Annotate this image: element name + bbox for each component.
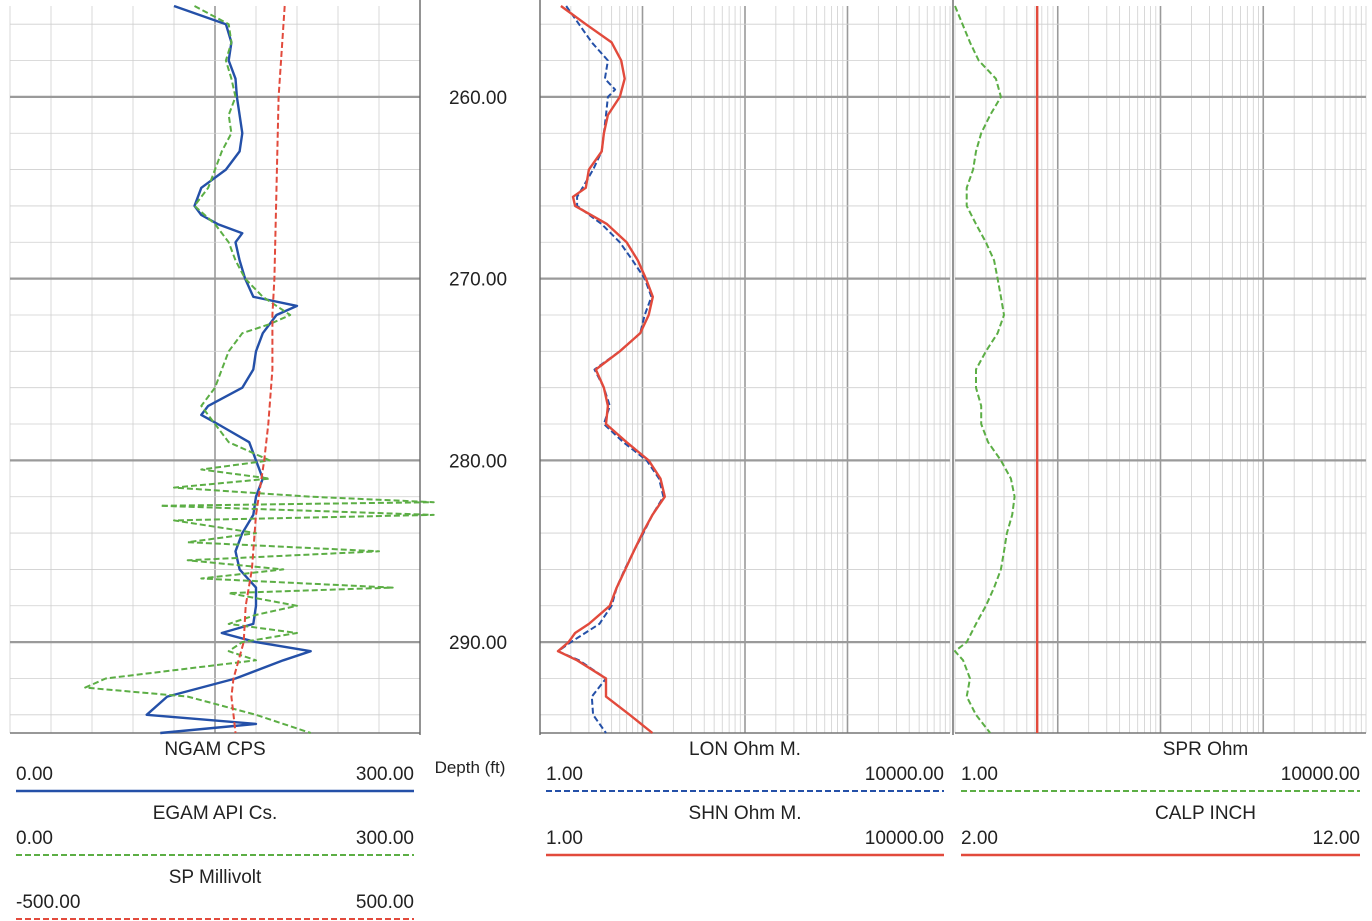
depth-tick-label: 270.00 (449, 270, 507, 291)
scale-min-label: 2.00 (961, 828, 998, 849)
curve-title-egam: EGAM API Cs. (153, 803, 278, 824)
curve-title-shn: SHN Ohm M. (689, 803, 802, 824)
depth-tick-label: 290.00 (449, 633, 507, 654)
depth-axis-label: Depth (ft) (435, 758, 506, 777)
curve-egam (84, 5, 435, 734)
scale-max-label: 10000.00 (1281, 764, 1360, 785)
curve-headers: NGAM CPS 0.00 300.00 EGAM API Cs. 0.00 300.00… (16, 739, 1360, 920)
curve-sp (230, 5, 286, 734)
log-curves (84, 4, 1039, 735)
depth-track: Depth (ft) 260.00 270.00 280.00 290.00 (435, 88, 507, 777)
curve-title-calp: CALP INCH (1155, 803, 1256, 824)
curve-title-spr: SPR Ohm (1163, 739, 1249, 760)
depth-tick-label: 260.00 (449, 88, 507, 109)
scale-min-label: -500.00 (16, 892, 80, 913)
curve-lon (557, 5, 665, 734)
depth-tick-label: 280.00 (449, 451, 507, 472)
curve-title-sp: SP Millivolt (169, 867, 262, 888)
track-grids (9, 0, 1367, 735)
curve-shn (556, 5, 666, 734)
curve-ngam (145, 4, 312, 735)
scale-max-label: 300.00 (356, 764, 414, 785)
scale-max-label: 12.00 (1312, 828, 1360, 849)
scale-min-label: 0.00 (16, 828, 53, 849)
scale-min-label: 1.00 (961, 764, 998, 785)
curve-title-ngam: NGAM CPS (164, 739, 265, 760)
scale-min-label: 1.00 (546, 828, 583, 849)
curve-spr (954, 5, 1016, 734)
scale-max-label: 10000.00 (865, 764, 944, 785)
scale-max-label: 500.00 (356, 892, 414, 913)
scale-min-label: 1.00 (546, 764, 583, 785)
scale-max-label: 300.00 (356, 828, 414, 849)
scale-min-label: 0.00 (16, 764, 53, 785)
scale-max-label: 10000.00 (865, 828, 944, 849)
curve-title-lon: LON Ohm M. (689, 739, 801, 760)
